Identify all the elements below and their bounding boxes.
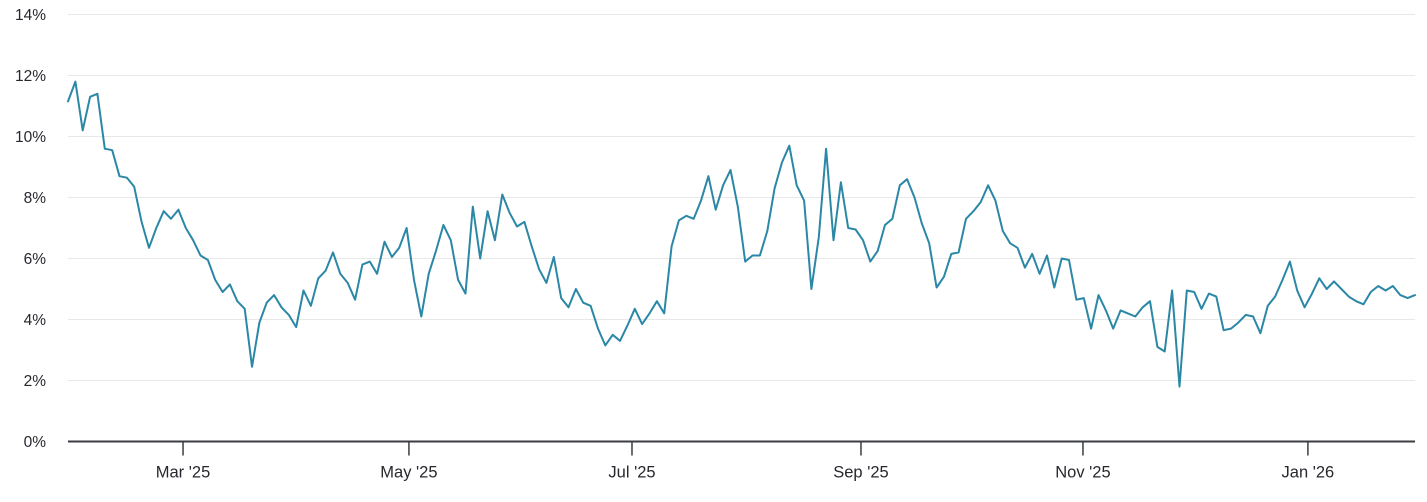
y-tick-label: 10% [15, 129, 46, 146]
x-tick-label: Mar '25 [156, 464, 211, 482]
y-axis-labels: 0% 2% 4% 6% 8% 10% 12% 14% [15, 7, 46, 451]
y-tick-label: 6% [24, 251, 47, 268]
series-line [67, 80, 1416, 388]
y-tick-label: 14% [15, 7, 46, 24]
x-tick-label: Jan '26 [1282, 464, 1335, 482]
y-tick-label: 12% [15, 68, 46, 85]
y-gridlines [68, 14, 1415, 381]
x-tick-label: Nov '25 [1055, 464, 1110, 482]
x-tick-label: Jul '25 [608, 464, 655, 482]
y-tick-label: 8% [24, 190, 47, 207]
x-axis-labels: Mar '25 May '25 Jul '25 Sep '25 Nov '25 Jan '… [156, 464, 1334, 482]
x-tick-label: May '25 [380, 464, 437, 482]
y-tick-label: 2% [24, 373, 47, 390]
y-tick-label: 0% [24, 434, 47, 451]
x-tick-marks [182, 442, 1309, 456]
x-tick-label: Sep '25 [833, 464, 888, 482]
y-tick-label: 4% [24, 312, 47, 329]
